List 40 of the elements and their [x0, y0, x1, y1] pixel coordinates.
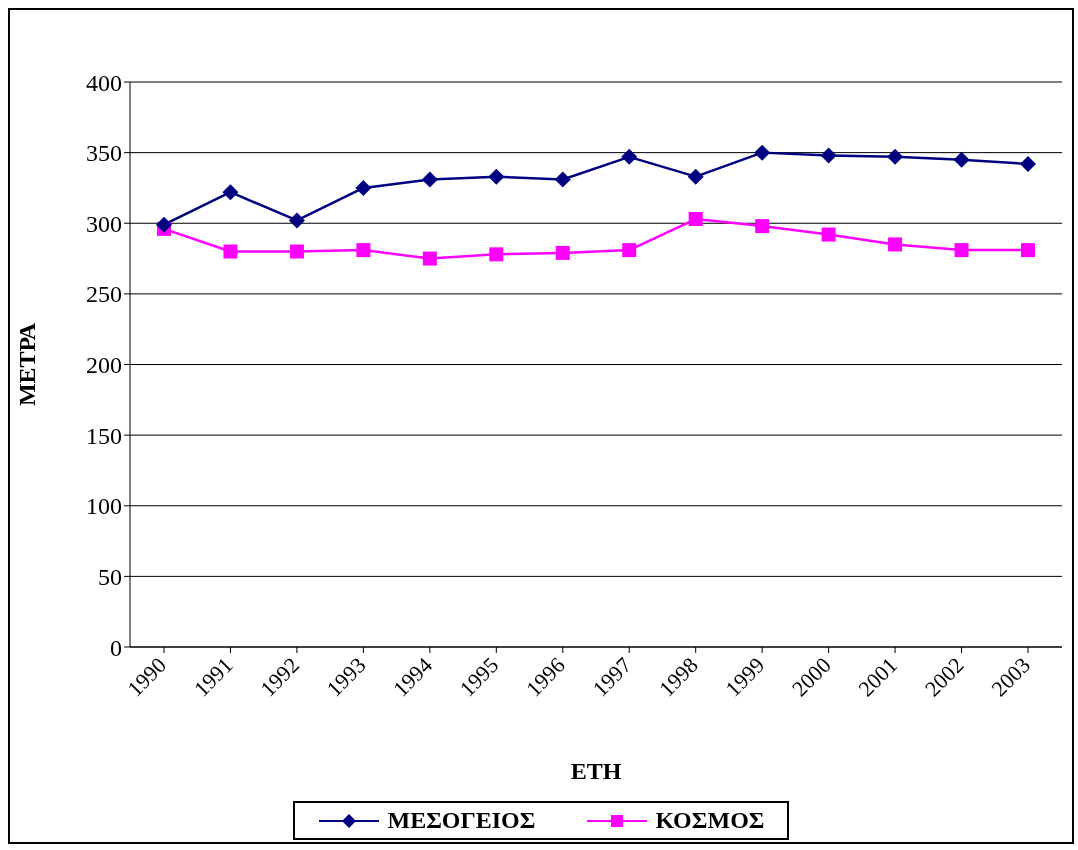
point — [1020, 155, 1036, 172]
point — [223, 244, 238, 259]
point — [821, 227, 836, 242]
y-tick-label: 300 — [86, 210, 122, 237]
point — [554, 171, 571, 188]
y-tick-label: 200 — [86, 352, 122, 379]
point — [488, 168, 505, 185]
point — [489, 247, 504, 262]
y-tick-label: 250 — [86, 281, 122, 308]
point — [688, 212, 703, 227]
y-tick-label: 0 — [110, 634, 122, 661]
legend-label: ΚΟΣΜΟΣ — [655, 807, 765, 834]
point — [622, 243, 637, 258]
point — [888, 237, 903, 252]
point — [356, 243, 371, 258]
point — [156, 216, 172, 233]
point — [289, 244, 304, 259]
point — [954, 243, 969, 258]
point — [754, 144, 771, 161]
y-tick-label: 100 — [86, 493, 122, 520]
legend-label: ΜΕΣΟΓΕΙΟΣ — [387, 807, 536, 834]
point — [820, 147, 837, 164]
y-tick-label: 150 — [86, 422, 122, 449]
point — [687, 168, 704, 185]
point — [288, 212, 305, 229]
x-axis-title: ΕΤΗ — [570, 758, 622, 784]
point — [355, 179, 372, 196]
point — [755, 219, 770, 234]
point — [555, 245, 570, 260]
point — [621, 148, 638, 165]
y-tick-label: 50 — [98, 563, 122, 590]
point — [887, 148, 904, 165]
y-tick-label: 350 — [86, 140, 122, 167]
point — [953, 151, 970, 168]
point — [1021, 243, 1035, 258]
point — [422, 251, 437, 266]
point — [421, 171, 438, 188]
y-axis-title: ΜΕΤΡΑ — [13, 322, 40, 407]
y-tick-label: 400 — [86, 69, 122, 96]
point — [222, 184, 239, 201]
